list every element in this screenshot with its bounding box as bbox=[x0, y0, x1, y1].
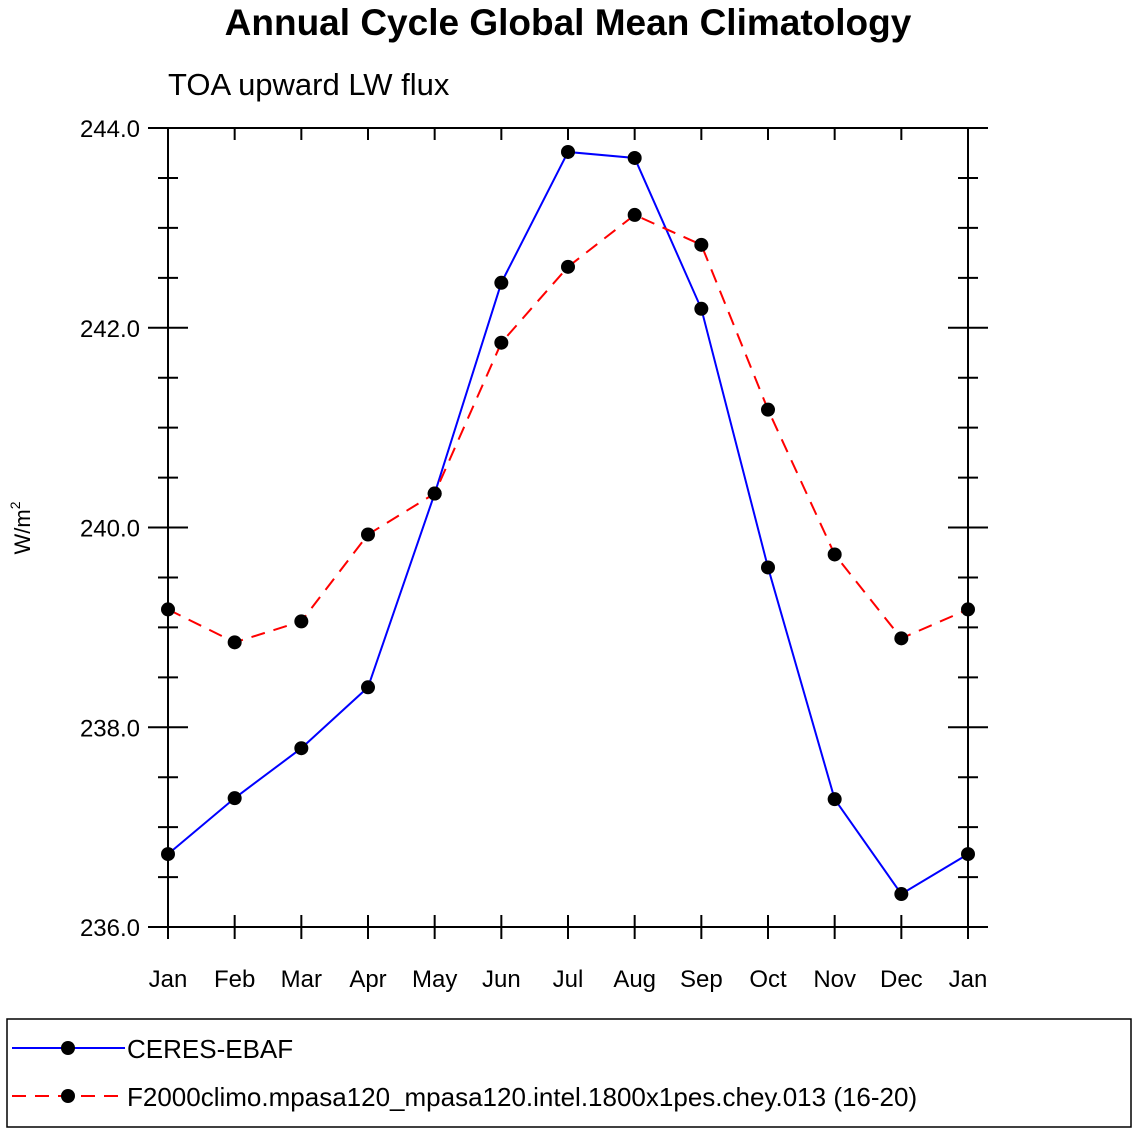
x-tick-label: Oct bbox=[749, 966, 787, 993]
legend: CERES-EBAF F2000climo.mpasa120_mpasa120.… bbox=[6, 1018, 1132, 1128]
y-tick-label: 242.0 bbox=[80, 316, 140, 343]
data-point bbox=[161, 847, 175, 862]
data-point bbox=[294, 614, 309, 629]
data-point bbox=[961, 847, 975, 862]
data-point bbox=[761, 560, 775, 575]
x-tick-label: Feb bbox=[214, 966, 255, 993]
y-axis-label-superscript: 2 bbox=[7, 501, 23, 509]
data-point bbox=[361, 527, 375, 542]
legend-entry-ceres: CERES-EBAF bbox=[12, 1034, 293, 1064]
legend-marker-model bbox=[61, 1089, 75, 1103]
data-point bbox=[227, 791, 242, 806]
plot-frame bbox=[167, 127, 969, 928]
legend-label-ceres: CERES-EBAF bbox=[127, 1034, 293, 1064]
series-layer bbox=[161, 144, 975, 902]
data-point bbox=[694, 301, 709, 316]
chart-subtitle: TOA upward LW flux bbox=[168, 67, 450, 102]
legend-box bbox=[6, 1018, 1132, 1128]
x-tick-label: Jan bbox=[149, 966, 188, 993]
series-2 bbox=[161, 207, 975, 650]
x-tick-labels: Jan Feb Mar Apr May Jun Jul Aug Sep Oct Nov Dec Jan bbox=[149, 966, 988, 993]
data-point bbox=[561, 144, 575, 159]
data-point bbox=[761, 402, 775, 417]
y-axis-label: W/m2 bbox=[7, 501, 35, 554]
data-point bbox=[227, 635, 242, 650]
data-point bbox=[427, 486, 442, 501]
svg-text:W/m2: W/m2 bbox=[7, 501, 35, 554]
data-point bbox=[694, 237, 709, 252]
legend-entry-model: F2000climo.mpasa120_mpasa120.intel.1800x… bbox=[12, 1082, 917, 1112]
data-point bbox=[894, 631, 909, 646]
y-tick-label: 240.0 bbox=[80, 516, 140, 543]
data-point bbox=[894, 887, 909, 902]
data-point bbox=[627, 207, 642, 222]
data-point bbox=[827, 792, 842, 807]
x-tick-label: Jul bbox=[553, 966, 584, 993]
y-axis-label-text: W/m bbox=[10, 509, 35, 554]
data-point bbox=[494, 335, 509, 350]
x-tick-label: May bbox=[412, 966, 457, 993]
x-tick-label: Dec bbox=[880, 966, 923, 993]
series-line bbox=[167, 213, 969, 644]
legend-marker-ceres bbox=[61, 1041, 75, 1055]
y-tick-label: 244.0 bbox=[80, 116, 140, 143]
data-point bbox=[561, 259, 575, 274]
x-tick-label: Nov bbox=[813, 966, 856, 993]
x-tick-label: Mar bbox=[281, 966, 322, 993]
data-point bbox=[827, 547, 842, 562]
data-point bbox=[161, 602, 175, 617]
series-1 bbox=[161, 144, 975, 902]
x-tick-label: Aug bbox=[613, 966, 656, 993]
data-point bbox=[627, 150, 642, 165]
data-point bbox=[494, 275, 509, 290]
axes bbox=[148, 127, 988, 939]
chart-title: Annual Cycle Global Mean Climatology bbox=[225, 2, 912, 43]
y-tick-label: 238.0 bbox=[80, 715, 140, 742]
data-point bbox=[961, 602, 975, 617]
data-point bbox=[361, 680, 375, 695]
data-point bbox=[294, 741, 309, 756]
legend-label-model: F2000climo.mpasa120_mpasa120.intel.1800x… bbox=[127, 1082, 917, 1112]
x-tick-label: Apr bbox=[349, 966, 386, 993]
x-tick-label: Sep bbox=[680, 966, 723, 993]
x-tick-label: Jun bbox=[482, 966, 521, 993]
x-tick-label: Jan bbox=[949, 966, 988, 993]
y-tick-label: 236.0 bbox=[80, 915, 140, 942]
y-tick-labels: 236.0 238.0 240.0 242.0 244.0 bbox=[80, 116, 140, 942]
